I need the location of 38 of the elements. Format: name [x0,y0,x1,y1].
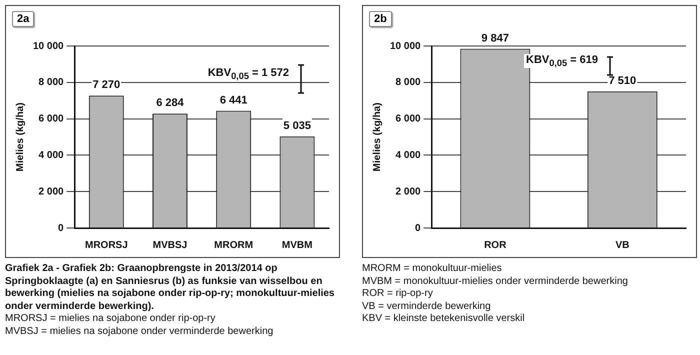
data-label: 7 510 [608,74,636,87]
annotation: KBV$_{0,05}$ = 1 572 [206,67,291,82]
text: MVBSJ = mielies na sojabone onder verminderde bewerking [5,326,274,338]
x-tick-label: MRORM [214,240,254,251]
text: Grafiek 2a - Grafiek 2b: Graanopbrengste in 2013/2014 op Springboklaagte (a) en Sanniesrus (b) as funksie van wisselbou en bewerking (mielies na sojabone onder rip-op-ry; monokultuur-mielies onder verminderde bewerking). [5,263,336,313]
text: MVBM = monokultuur-mielies onder verminderde bewerking [362,276,629,288]
data-label: 6 441 [220,94,248,106]
y-tick-label: 0 [415,222,422,234]
y-tick-label: 8 000 [38,77,64,88]
annotation: KBV$_{0,05}$ = 619 [524,54,600,68]
text: KBV = kleinste betekenisvolle verskil [362,313,526,326]
x-tick-label: MVBSJ [152,240,188,251]
data-label: 7 270 [92,79,120,92]
data-label: 6 284 [156,97,185,110]
y-tick-label: 4 000 [38,150,64,161]
y-tick-label: 10 000 [32,40,64,52]
text: VB = verminderde bewerking [362,300,492,313]
y-tick-label: 0 [58,222,64,234]
x-tick-label: MRORSJ [84,240,128,251]
y-axis-title: Mielies (kg/ha) [372,102,383,172]
y-tick-label: 8 000 [396,77,422,88]
x-tick-label: ROR [484,240,508,251]
data-label: 9 847 [481,32,509,44]
text: ROR = rip-op-ry [362,288,434,300]
chart-title: 2a [12,11,34,27]
y-tick-label: 2 000 [396,186,422,198]
y-axis-title: Mielies (kg/ha) [14,102,26,172]
chart-title: 2b [369,11,392,27]
text: MRORSJ = mielies na sojabone onder rip-op-ry [5,313,216,326]
x-tick-label: MVBM [282,240,312,251]
y-tick-label: 6 000 [38,114,64,125]
data-label: 5 035 [283,120,311,132]
y-tick-label: 2 000 [38,186,64,198]
y-tick-label: 6 000 [396,114,422,125]
y-tick-label: 10 000 [390,40,422,52]
y-tick-label: 4 000 [396,150,422,161]
text: MRORM = monokultuur-mielies [362,263,503,276]
x-tick-label: VB [615,240,630,251]
